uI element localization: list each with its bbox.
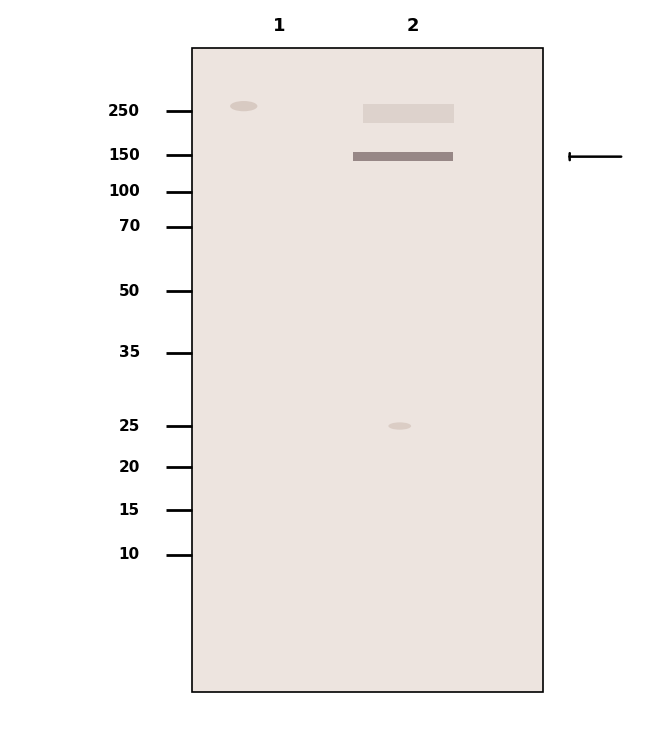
Text: 20: 20	[118, 460, 140, 474]
Bar	[192, 48, 543, 692]
Ellipse shape	[230, 101, 257, 111]
Text: 25: 25	[118, 419, 140, 433]
Bar	[363, 104, 454, 122]
Text: 50: 50	[118, 284, 140, 299]
Text: 250: 250	[108, 104, 140, 119]
Text: 1: 1	[273, 17, 286, 34]
Text: 70: 70	[118, 220, 140, 234]
Text: 2: 2	[406, 17, 419, 34]
Bar	[352, 152, 454, 161]
Text: 100: 100	[108, 184, 140, 199]
Text: 15: 15	[118, 503, 140, 518]
Text: 10: 10	[118, 548, 140, 562]
Text: 35: 35	[118, 346, 140, 360]
Text: 150: 150	[108, 148, 140, 163]
Ellipse shape	[389, 422, 411, 430]
